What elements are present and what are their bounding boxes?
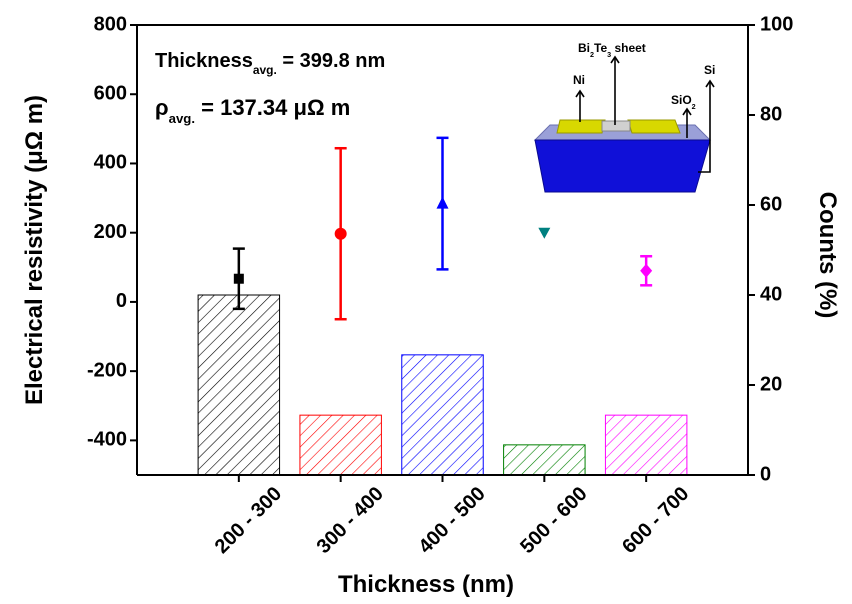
text-part: Te	[594, 41, 607, 55]
annotation: ρavg. = 137.34 μΩ m	[155, 95, 350, 126]
marker	[233, 273, 244, 284]
subscript: avg.	[253, 63, 277, 77]
y2-tick-label: 20	[760, 373, 782, 395]
subscript: avg.	[169, 111, 195, 126]
inset-arrows	[575, 55, 715, 173]
bar	[401, 354, 484, 476]
inset-pad-left	[556, 119, 606, 134]
text-part: Bi	[578, 41, 590, 55]
inset-front-face	[534, 139, 711, 193]
text-part: ρ	[155, 95, 169, 120]
y-tick-label: 0	[116, 290, 127, 312]
y-tick-label: -400	[87, 429, 127, 451]
subscript: 3	[607, 50, 611, 59]
inset-sheet	[601, 120, 631, 132]
text-part: Ni	[573, 73, 585, 87]
y2-axis-title: Counts (%)	[814, 192, 841, 319]
annotation: Thicknessavg. = 399.8 nm	[155, 50, 385, 77]
y-tick-label: 400	[94, 152, 127, 174]
inset-label: Ni	[573, 73, 585, 87]
marker	[334, 227, 347, 240]
y-tick-label: -200	[87, 359, 127, 381]
bar	[604, 414, 688, 476]
x-tick-label: 500 - 600	[516, 483, 591, 558]
x-tick-label: 600 - 700	[618, 483, 693, 558]
y2-tick-label: 80	[760, 103, 782, 125]
text-part: Si	[704, 63, 715, 77]
y2-tick-label: 40	[760, 283, 782, 305]
subscript: 2	[692, 102, 696, 111]
x-tick-label: 400 - 500	[414, 483, 489, 558]
y-axis-title: Electrical resistivity (μΩ m)	[21, 95, 48, 405]
marker	[640, 263, 653, 278]
bar	[503, 444, 586, 476]
y-tick-label: 600	[94, 83, 127, 105]
inset-label: Si	[704, 63, 715, 77]
text-part: Thickness	[155, 50, 253, 72]
text-part: = 137.34 μΩ m	[195, 95, 350, 120]
x-axis-title: Thickness (nm)	[338, 571, 514, 598]
x-tick-label: 200 - 300	[211, 483, 286, 558]
inset-label: Bi2Te3 sheet	[578, 41, 646, 59]
y2-tick-label: 60	[760, 193, 782, 215]
x-tick-label: 300 - 400	[313, 483, 388, 558]
inset-label: SiO2	[671, 93, 696, 111]
y-tick-label: 800	[94, 13, 127, 35]
text-part: SiO	[671, 93, 692, 107]
y2-tick-label: 100	[760, 13, 793, 35]
text-part: = 399.8 nm	[277, 50, 385, 72]
marker	[538, 227, 551, 239]
subscript: 2	[590, 50, 594, 59]
bar	[197, 294, 281, 476]
inset-pad-right	[627, 119, 681, 134]
inset-diagram	[533, 55, 715, 193]
y-tick-label: 200	[94, 221, 127, 243]
bar	[299, 414, 382, 476]
text-part: sheet	[611, 41, 646, 55]
marker	[436, 196, 449, 209]
y2-tick-label: 0	[760, 463, 771, 485]
